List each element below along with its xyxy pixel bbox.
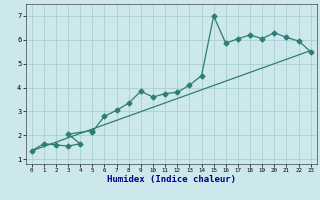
X-axis label: Humidex (Indice chaleur): Humidex (Indice chaleur) [107,175,236,184]
